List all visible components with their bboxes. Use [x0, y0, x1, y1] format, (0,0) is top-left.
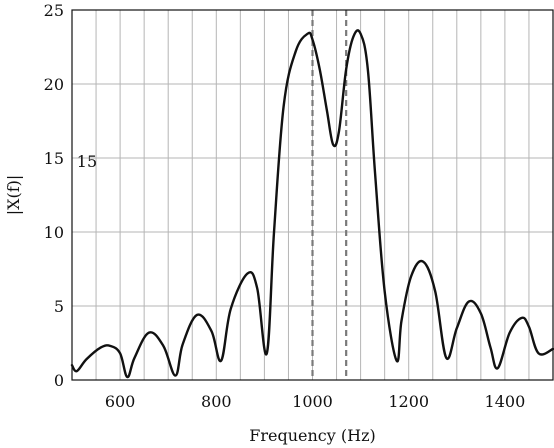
- grid: [72, 10, 553, 380]
- x-tick-label: 1200: [388, 392, 429, 411]
- spectrum-line: [70, 29, 554, 379]
- x-tick-labels: 600 800 1000 1200 1400: [105, 392, 525, 411]
- y-tick-label: 20: [44, 75, 64, 94]
- plot-area: [71, 9, 554, 381]
- x-tick-label: 800: [201, 392, 232, 411]
- x-tick-label: 1000: [292, 392, 333, 411]
- x-tick-label: 1400: [485, 392, 526, 411]
- plot-frame: [71, 9, 554, 381]
- y-tick-label: 15: [44, 149, 64, 168]
- series-layer: [70, 29, 554, 379]
- annotation-label: 15: [77, 152, 97, 171]
- y-tick-label: 10: [44, 223, 64, 242]
- x-axis-title: Frequency (Hz): [249, 426, 376, 445]
- y-tick-label: 25: [44, 1, 64, 20]
- annotations: 15: [77, 152, 97, 171]
- y-axis-title: |X(f)|: [4, 175, 23, 216]
- y-tick-label: 5: [54, 297, 64, 316]
- y-tick-labels: 0 5 10 15 20 25: [44, 1, 64, 390]
- x-tick-label: 600: [105, 392, 136, 411]
- vertical-markers: [311, 10, 348, 380]
- y-tick-label: 0: [54, 371, 64, 390]
